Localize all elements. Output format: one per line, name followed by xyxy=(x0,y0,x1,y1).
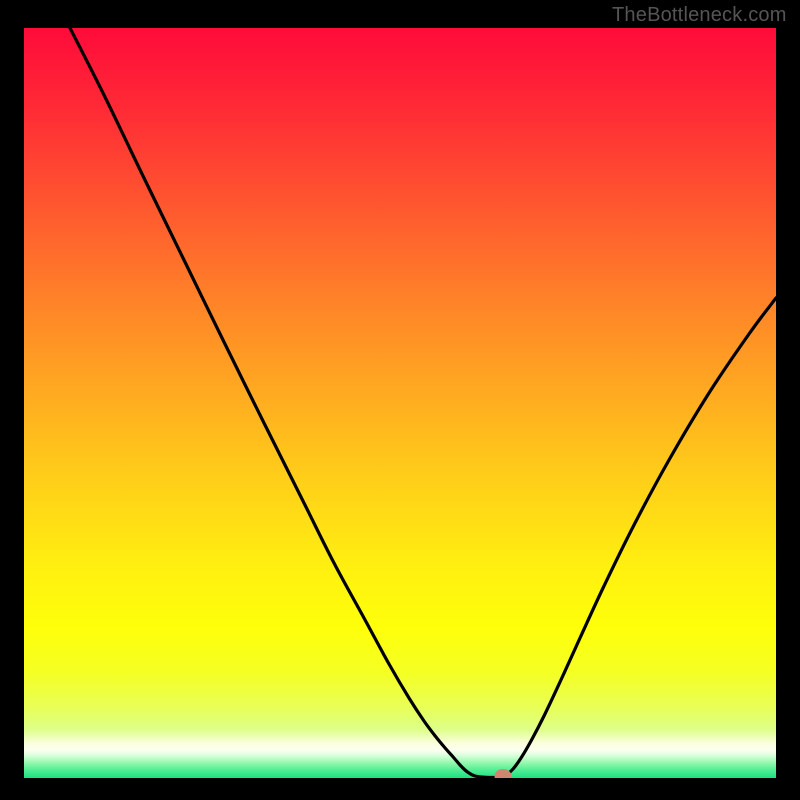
watermark-text: TheBottleneck.com xyxy=(612,4,787,27)
chart-background xyxy=(24,28,776,778)
chart-svg xyxy=(24,28,776,778)
bottleneck-chart xyxy=(24,28,776,778)
